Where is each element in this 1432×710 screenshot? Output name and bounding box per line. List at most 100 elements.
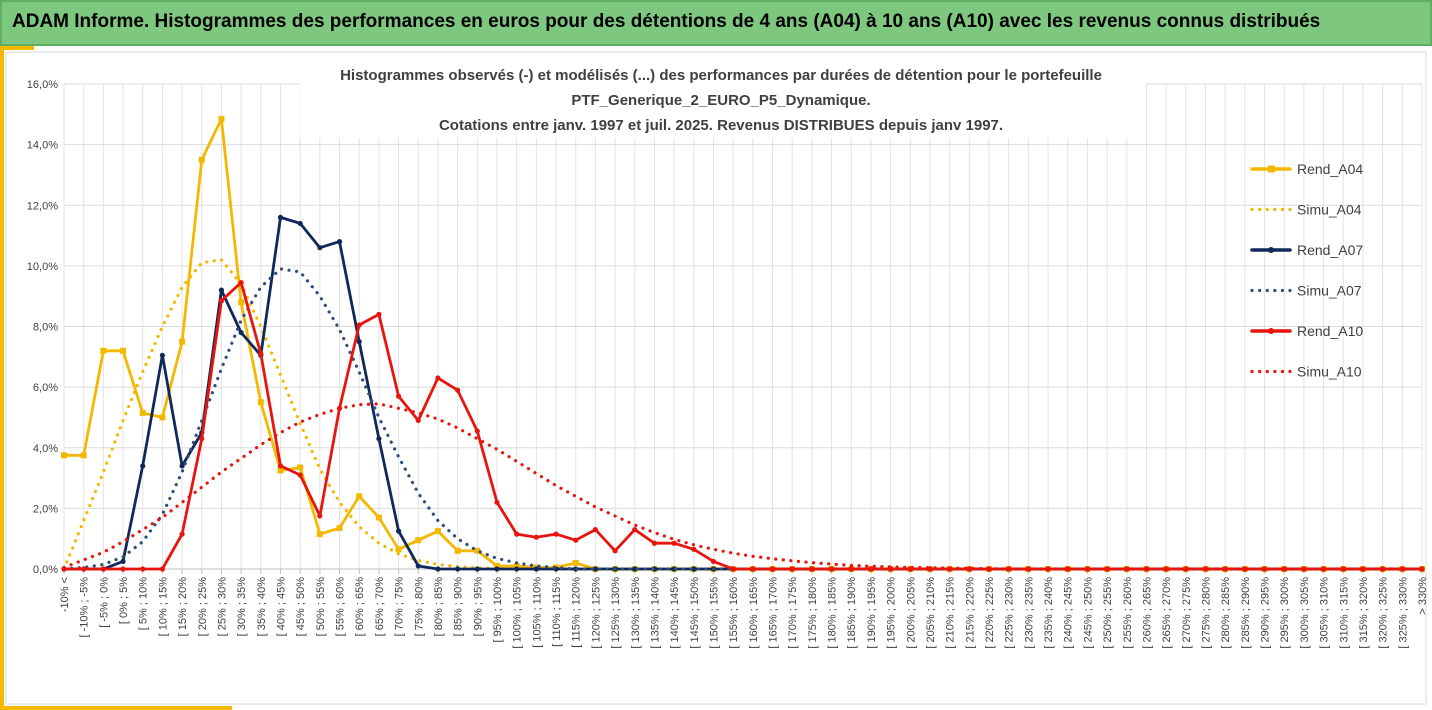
data-point <box>493 562 500 569</box>
legend-item: Simu_A10 <box>1250 364 1362 380</box>
y-tick-label: 2,0% <box>33 503 58 515</box>
data-point <box>317 245 323 251</box>
legend-label: Simu_A10 <box>1297 364 1362 380</box>
axis-layer: 0,0% 2,0% 4,0% 6,0% 8,0% 10,0% 12,0% 14,0% 16,0%… <box>27 79 1429 649</box>
data-point <box>1006 566 1012 572</box>
data-point <box>61 452 67 459</box>
x-tick-label: [ 240% ; 245% <box>1063 577 1075 649</box>
legend-label: Rend_A04 <box>1297 161 1363 177</box>
data-point <box>375 514 382 521</box>
legend-marker <box>1268 247 1274 253</box>
x-tick-label: [ 140% ; 145% <box>669 577 681 649</box>
data-point <box>218 287 225 293</box>
data-point <box>632 526 638 533</box>
data-point <box>179 463 185 469</box>
histogram-chart: 0,0% 2,0% 4,0% 6,0% 8,0% 10,0% 12,0% 14,0% 16,0%… <box>5 51 1429 705</box>
x-tick-label: [ 135% ; 140% <box>649 577 661 649</box>
data-point <box>140 566 146 572</box>
x-tick-label: [ 45% ; 50% <box>295 577 307 637</box>
data-point <box>1163 566 1169 572</box>
data-point <box>198 156 205 163</box>
x-tick-label: [ 265% ; 270% <box>1161 577 1173 649</box>
x-tick-label: [ 290% ; 295% <box>1260 577 1272 649</box>
x-tick-label: [ 305% ; 310% <box>1319 577 1331 649</box>
data-point <box>238 299 245 306</box>
x-tick-label: [ 300% ; 305% <box>1299 577 1311 649</box>
x-tick-label: [ 250% ; 255% <box>1102 577 1114 649</box>
series-line <box>62 281 1424 571</box>
x-tick-label: [ 220% ; 225% <box>984 577 996 649</box>
data-point <box>474 566 480 572</box>
chart-title: Histogrammes observés (-) et modélisés (… <box>300 60 1146 138</box>
x-tick-label: [ 260% ; 265% <box>1141 577 1153 649</box>
data-point <box>179 531 185 537</box>
accent-line-bottom <box>0 706 232 710</box>
data-point <box>533 534 539 540</box>
data-point <box>120 558 126 565</box>
data-point <box>140 463 146 469</box>
x-tick-label: > 330% <box>1417 577 1429 615</box>
data-point <box>238 329 244 336</box>
y-tick-label: 6,0% <box>33 382 58 394</box>
x-tick-label: [ 205% ; 210% <box>925 577 937 649</box>
x-tick-label: [ 145% ; 150% <box>689 577 701 649</box>
data-point <box>100 566 106 572</box>
x-tick-label: [ 190% ; 195% <box>866 577 878 649</box>
series-line <box>62 402 1424 571</box>
data-point <box>395 393 402 399</box>
y-tick-label: 0,0% <box>33 564 58 576</box>
data-point <box>572 559 579 566</box>
data-point <box>553 531 559 537</box>
data-point <box>651 540 658 546</box>
y-tick-label: 10,0% <box>27 261 58 273</box>
data-point <box>435 566 441 572</box>
x-tick-label: [ 150% ; 155% <box>708 577 720 649</box>
x-tick-label: [ 130% ; 135% <box>630 577 642 649</box>
x-tick-label: [ 5% ; 10% <box>138 577 150 630</box>
data-point <box>868 566 874 572</box>
data-point <box>1301 566 1307 572</box>
data-point <box>238 279 244 286</box>
data-point <box>218 115 225 122</box>
x-tick-label: [ 225% ; 230% <box>1004 577 1016 649</box>
x-tick-label: [ -5% ; 0% <box>98 577 110 628</box>
x-tick-label: [ 0% ; 5% <box>118 577 130 624</box>
data-point <box>750 566 756 572</box>
legend-item: Rend_A07 <box>1250 242 1363 258</box>
x-tick-label: [ 315% ; 320% <box>1358 577 1370 649</box>
series-layer <box>61 115 1425 572</box>
data-point <box>1261 566 1268 572</box>
x-tick-label: [ 310% ; 315% <box>1338 577 1350 649</box>
data-point <box>671 540 677 546</box>
accent-line-left <box>0 46 4 710</box>
data-point <box>573 537 579 543</box>
data-point <box>139 409 146 416</box>
data-point <box>356 493 363 500</box>
x-tick-label: [ 125% ; 130% <box>610 577 622 649</box>
data-point <box>159 352 166 358</box>
x-tick-label: [ 165% ; 170% <box>768 577 780 649</box>
data-point <box>376 311 382 317</box>
x-tick-label: [ 100% ; 105% <box>512 577 524 649</box>
data-point <box>514 566 520 572</box>
legend-marker <box>1268 328 1274 334</box>
data-point <box>710 558 717 565</box>
x-tick-label: [ 70% ; 75% <box>394 577 406 637</box>
data-point <box>356 322 362 328</box>
data-point <box>316 531 323 538</box>
data-point <box>258 351 264 357</box>
x-tick-label: [ 325% ; 330% <box>1397 577 1409 649</box>
data-point <box>1399 566 1405 572</box>
x-tick-label: [ 65% ; 70% <box>374 577 386 637</box>
data-point <box>336 525 343 532</box>
data-point <box>730 566 736 572</box>
data-point <box>100 347 107 354</box>
x-tick-label: [ 275% ; 280% <box>1201 577 1213 649</box>
data-point <box>513 562 520 569</box>
data-point <box>277 214 284 220</box>
x-tick-label: [ 215% ; 220% <box>964 577 976 649</box>
data-point <box>691 566 697 572</box>
x-tick-label: [ -10% ; -5% <box>79 577 91 638</box>
x-tick-label: [ 195% ; 200% <box>886 577 898 649</box>
data-point <box>809 566 815 572</box>
